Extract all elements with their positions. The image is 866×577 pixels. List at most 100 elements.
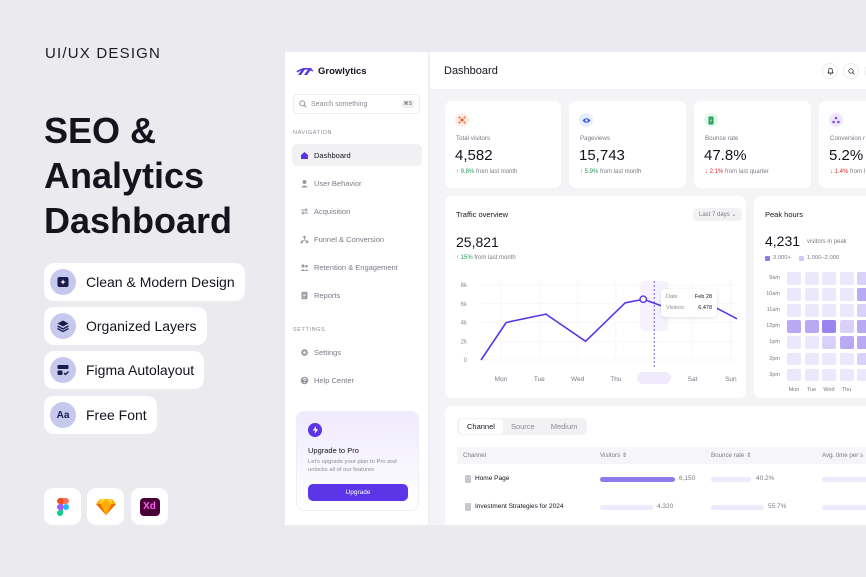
day-label: Mon (788, 386, 800, 393)
heatmap-cell[interactable] (857, 320, 866, 333)
column-header[interactable]: Bounce rate ⇕ (711, 452, 751, 459)
heatmap-cell[interactable] (839, 272, 854, 285)
table-header: Channel Visitors ⇕ Bounce rate ⇕ Avg. ti… (457, 447, 866, 464)
search-input[interactable]: Search something ⌘S (293, 94, 420, 114)
heatmap-cell[interactable] (839, 288, 854, 301)
heatmap-cell[interactable] (804, 336, 819, 349)
sidebar-item-funnel[interactable]: Funnel & Conversion (292, 228, 422, 250)
sidebar-item-label: Dashboard (314, 150, 351, 160)
settings-heading: SETTINGS (293, 327, 326, 333)
bounce-bar (711, 477, 751, 482)
heatmap-cell[interactable] (839, 336, 854, 349)
table-tabs: Channel Source Medium (457, 418, 588, 435)
heatmap-cell[interactable] (839, 320, 854, 333)
table-row[interactable]: Investment Strategies for 2024 4,320 55.… (457, 496, 866, 518)
search-button[interactable] (843, 63, 859, 79)
stat-card: Total visitors 4,582 ↑ 9.8% from last mo… (445, 101, 561, 188)
heatmap-cell[interactable] (839, 304, 854, 317)
heatmap-cell[interactable] (822, 336, 836, 349)
promo-title-line: Analytics (44, 155, 205, 196)
column-header[interactable]: Avg. time per s (822, 452, 863, 459)
heatmap-cell[interactable] (804, 288, 819, 301)
heatmap-cell[interactable] (857, 272, 866, 285)
heatmap-cell[interactable] (857, 304, 866, 317)
sidebar-item-label: Acquisition (314, 206, 351, 216)
brand[interactable]: Growlytics (296, 66, 367, 77)
users-icon (300, 263, 309, 272)
heatmap-cell[interactable] (804, 320, 819, 333)
tab-channel[interactable]: Channel (459, 419, 503, 434)
notification-button[interactable] (822, 63, 838, 79)
heatmap-cell[interactable] (857, 336, 866, 349)
sidebar-item-help[interactable]: Help Center (292, 369, 422, 391)
heatmap-cell[interactable] (822, 320, 836, 333)
search-icon (847, 67, 855, 75)
tooltip-visitors-value: 6,478 (698, 305, 712, 311)
heatmap-cell[interactable] (822, 272, 836, 285)
heatmap-cell[interactable] (804, 352, 819, 366)
heatmap-cell[interactable] (787, 272, 801, 285)
hour-label: 11am (766, 307, 780, 314)
sketch-logo (87, 488, 124, 525)
heatmap-cell[interactable] (804, 304, 819, 317)
funnel-icon (300, 235, 309, 244)
heatmap-cell[interactable] (857, 368, 866, 382)
sidebar-item-dashboard[interactable]: Dashboard (292, 144, 422, 166)
sidebar-item-label: User Behavior (314, 178, 362, 188)
sidebar-item-user-behavior[interactable]: User Behavior (292, 172, 422, 194)
heatmap-cell[interactable] (787, 368, 801, 382)
sidebar-item-reports[interactable]: Reports (292, 284, 422, 306)
stat-label: Total visitors (456, 135, 491, 142)
sidebar-item-settings[interactable]: Settings (292, 341, 422, 363)
feature-pill: Clean & Modern Design (44, 263, 245, 301)
chevron-down-icon: ⌄ (731, 212, 737, 218)
heatmap-cell[interactable] (787, 304, 801, 317)
range-select[interactable]: Last 7 days ⌄ (693, 208, 743, 221)
sidebar-item-label: Funnel & Conversion (314, 234, 385, 244)
table-row[interactable]: Home Page 6,150 40.2% (457, 468, 866, 490)
visitors-bar-fill (600, 477, 675, 482)
heatmap-cell[interactable] (857, 352, 866, 366)
heatmap-cell[interactable] (822, 304, 836, 317)
day-label: Tue (806, 386, 817, 393)
column-label: Avg. time per s (822, 452, 864, 459)
brand-logo-icon (296, 67, 314, 75)
heatmap-cell[interactable] (822, 352, 836, 366)
tab-medium[interactable]: Medium (550, 422, 578, 431)
sidebar-item-acquisition[interactable]: Acquisition (292, 200, 422, 222)
heatmap-cell[interactable] (804, 368, 819, 382)
y-tick-label: 8k (461, 283, 468, 289)
arrow-down-icon: ↓ (705, 169, 710, 175)
upgrade-button[interactable]: Upgrade (308, 484, 408, 501)
tab-source[interactable]: Source (510, 422, 535, 431)
delta-value: 2.1% (709, 169, 724, 175)
heatmap-cell[interactable] (787, 352, 801, 366)
layers-icon (50, 313, 76, 339)
autolayout-icon (50, 357, 76, 383)
heatmap-cell[interactable] (822, 288, 836, 301)
user-icon (300, 179, 309, 188)
stat-card: Bounce rate 47.8% ↓ 2.1% from last quart… (694, 101, 811, 188)
column-header[interactable]: Visitors ⇕ (600, 452, 627, 459)
hour-label: 3pm (769, 371, 780, 378)
brand-name: Growlytics (318, 66, 367, 77)
stat-value: 15,743 (579, 147, 625, 164)
day-label: Thu (841, 386, 852, 393)
stat-value: 5.2% (829, 147, 864, 164)
search-placeholder: Search something (311, 100, 368, 108)
stat-label: Pageviews (580, 135, 610, 142)
heatmap-cell[interactable] (804, 272, 819, 285)
heatmap-cell[interactable] (822, 368, 836, 382)
tooltip-date-label: Date (666, 294, 678, 300)
legend-label: 3,000+ (773, 255, 791, 261)
heatmap-cell[interactable] (857, 288, 866, 301)
heatmap-cell[interactable] (787, 320, 801, 333)
heatmap-cell[interactable] (787, 336, 801, 349)
sidebar-item-retention[interactable]: Retention & Engagement (292, 256, 422, 278)
heatmap-cell[interactable] (787, 288, 801, 301)
hour-label: 1pm (769, 339, 780, 346)
heatmap-cell[interactable] (839, 352, 854, 366)
y-tick-label: 4k (461, 321, 468, 327)
stat-card: Conversion r 5.2% ↓ 1.4% from l (819, 101, 866, 188)
heatmap-cell[interactable] (839, 368, 854, 382)
